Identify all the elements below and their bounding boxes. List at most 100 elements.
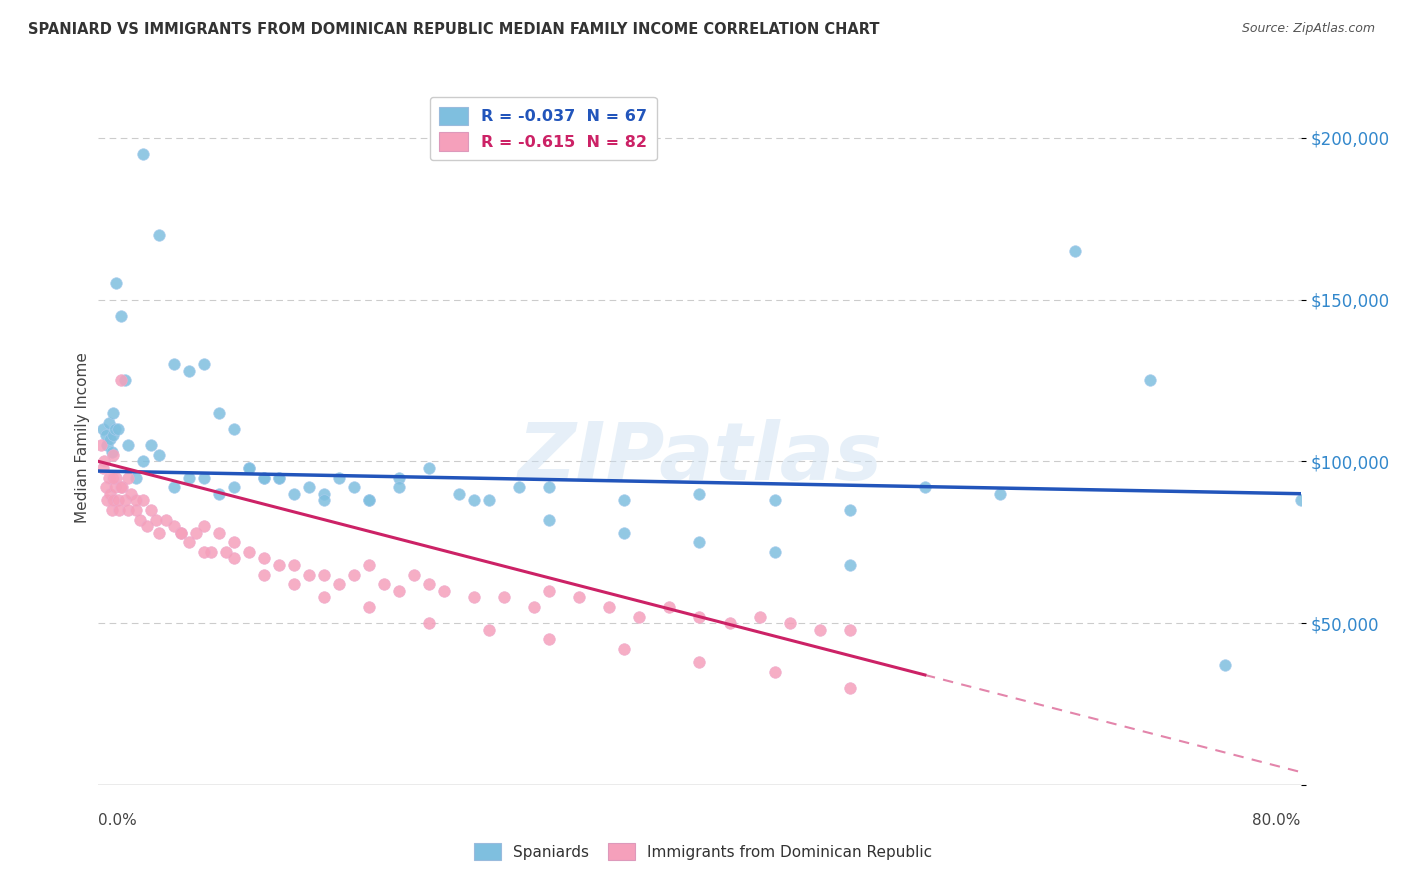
Point [357, 599, 380, 614]
Point [94, 480, 117, 494]
Point [357, 558, 380, 572]
Point [538, 632, 561, 647]
Point [90, 438, 112, 452]
Point [312, 486, 335, 500]
Point [103, 428, 125, 442]
Point [343, 567, 366, 582]
Point [688, 535, 710, 549]
Point [145, 513, 167, 527]
Point [91, 422, 114, 436]
Point [328, 577, 350, 591]
Point [105, 470, 128, 484]
Point [125, 493, 148, 508]
Point [162, 480, 184, 494]
Point [357, 493, 380, 508]
Point [105, 277, 128, 291]
Legend: R = -0.037  N = 67, R = -0.615  N = 82: R = -0.037 N = 67, R = -0.615 N = 82 [430, 97, 657, 161]
Point [298, 480, 321, 494]
Point [155, 513, 177, 527]
Point [838, 681, 860, 695]
Point [312, 567, 335, 582]
Point [688, 609, 710, 624]
Point [838, 558, 860, 572]
Point [343, 480, 366, 494]
Point [463, 493, 485, 508]
Point [478, 623, 501, 637]
Point [447, 486, 470, 500]
Point [312, 591, 335, 605]
Point [388, 583, 411, 598]
Text: ZIPatlas: ZIPatlas [517, 419, 882, 497]
Point [418, 460, 440, 475]
Point [121, 486, 143, 500]
Point [538, 583, 561, 598]
Point [267, 470, 290, 484]
Point [238, 460, 260, 475]
Point [568, 591, 591, 605]
Point [139, 503, 162, 517]
Text: Source: ZipAtlas.com: Source: ZipAtlas.com [1241, 22, 1375, 36]
Point [135, 519, 157, 533]
Point [104, 422, 127, 436]
Point [110, 374, 132, 388]
Text: 0.0%: 0.0% [98, 814, 138, 828]
Point [222, 551, 245, 566]
Point [222, 535, 245, 549]
Point [763, 665, 786, 679]
Point [523, 599, 546, 614]
Point [283, 486, 305, 500]
Point [538, 480, 561, 494]
Point [208, 406, 231, 420]
Point [253, 567, 276, 582]
Point [103, 448, 125, 462]
Point [433, 583, 456, 598]
Point [494, 591, 516, 605]
Point [613, 642, 636, 657]
Text: SPANIARD VS IMMIGRANTS FROM DOMINICAN REPUBLIC MEDIAN FAMILY INCOME CORRELATION : SPANIARD VS IMMIGRANTS FROM DOMINICAN RE… [28, 22, 880, 37]
Legend: Spaniards, Immigrants from Dominican Republic: Spaniards, Immigrants from Dominican Rep… [467, 837, 939, 866]
Point [101, 444, 124, 458]
Point [148, 525, 170, 540]
Point [628, 609, 651, 624]
Point [200, 545, 222, 559]
Point [100, 432, 122, 446]
Point [129, 513, 152, 527]
Point [418, 616, 440, 631]
Point [222, 422, 245, 436]
Point [104, 480, 127, 494]
Point [170, 525, 193, 540]
Point [101, 503, 124, 517]
Point [94, 428, 117, 442]
Point [463, 591, 485, 605]
Point [148, 227, 170, 242]
Point [208, 486, 231, 500]
Point [838, 503, 860, 517]
Point [114, 493, 136, 508]
Point [688, 486, 710, 500]
Point [658, 599, 681, 614]
Point [402, 567, 425, 582]
Point [193, 545, 215, 559]
Point [598, 599, 620, 614]
Point [253, 470, 276, 484]
Point [91, 460, 114, 475]
Point [177, 364, 200, 378]
Point [114, 374, 136, 388]
Point [111, 480, 134, 494]
Point [107, 493, 129, 508]
Point [110, 480, 132, 494]
Point [96, 438, 118, 452]
Point [125, 503, 148, 517]
Point [125, 470, 148, 484]
Point [139, 438, 162, 452]
Point [170, 525, 193, 540]
Point [108, 503, 131, 517]
Point [184, 525, 207, 540]
Point [328, 470, 350, 484]
Point [177, 470, 200, 484]
Point [357, 493, 380, 508]
Point [193, 519, 215, 533]
Point [1215, 658, 1237, 673]
Point [373, 577, 395, 591]
Point [718, 616, 741, 631]
